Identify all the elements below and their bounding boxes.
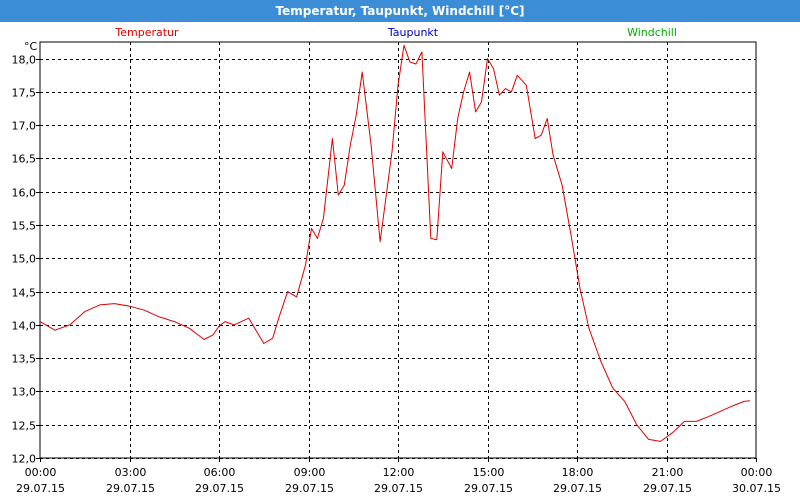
y-axis-label: °C [24,40,38,53]
x-tick-time: 06:00 [204,466,236,479]
y-tick-label: 14,5 [12,287,37,300]
y-tick-label: 15,5 [12,220,37,233]
y-tick-label: 15,0 [12,253,37,266]
temperature-chart: 12,0 12,5 13,0 13,5 14,0 14,5 15,0 15,5 16,0 16,5… [12,26,781,495]
x-tick-time: 12:00 [383,466,415,479]
y-tick-label: 17,0 [12,120,37,133]
y-tick-label: 12,5 [12,420,37,433]
legend-temperatur: Temperatur [114,26,179,39]
x-tick-date: 29.07.15 [285,482,334,495]
x-tick-date: 29.07.15 [643,482,692,495]
legend: Temperatur Taupunkt Windchill [114,26,677,39]
legend-taupunkt: Taupunkt [387,26,439,39]
x-tick-date: 29.07.15 [553,482,602,495]
y-tick-label: 18,0 [12,54,37,67]
x-tick-time: 09:00 [294,466,326,479]
y-tick-label: 13,0 [12,386,37,399]
series-line-temperatur [39,44,751,442]
x-tick-time: 03:00 [115,466,147,479]
y-tick-label: 14,0 [12,320,37,333]
plot-background [40,42,756,458]
y-tick-label: 16,0 [12,187,37,200]
y-tick-label: 16,5 [12,153,37,166]
x-tick-time: 00:00 [741,466,773,479]
x-tick-date: 29.07.15 [195,482,244,495]
y-axis: 12,0 12,5 13,0 13,5 14,0 14,5 15,0 15,5 16,0 16,5… [12,54,40,466]
y-tick-label: 13,5 [12,353,37,366]
x-tick-time: 21:00 [652,466,684,479]
y-tick-label: 12,0 [12,453,37,466]
x-axis: 00:00 29.07.15 03:00 29.07.15 06:00 29.07.15 0… [16,458,781,495]
x-tick-date: 30.07.15 [732,482,781,495]
x-tick-time: 00:00 [25,466,57,479]
x-tick-date: 29.07.15 [374,482,423,495]
x-tick-time: 15:00 [473,466,505,479]
x-tick-time: 18:00 [562,466,594,479]
x-tick-date: 29.07.15 [464,482,513,495]
legend-windchill: Windchill [627,26,677,39]
y-tick-label: 17,5 [12,87,37,100]
window-title: Temperatur, Taupunkt, Windchill [°C] [0,0,800,22]
x-tick-date: 29.07.15 [106,482,155,495]
series-group [39,44,751,442]
x-tick-date: 29.07.15 [16,482,65,495]
